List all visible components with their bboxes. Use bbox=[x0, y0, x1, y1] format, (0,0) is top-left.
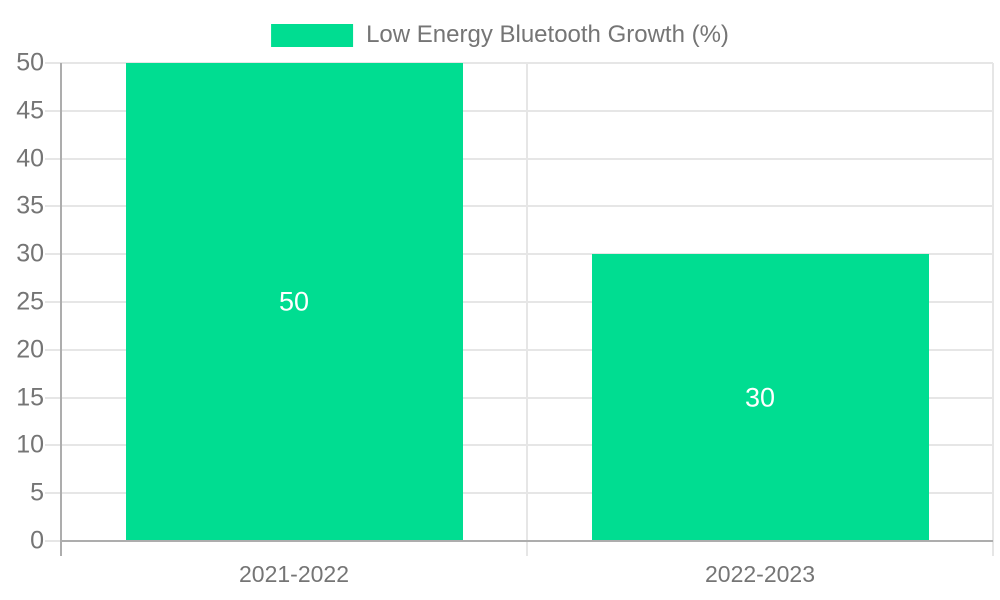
gridline-horizontal bbox=[45, 492, 993, 495]
category-separator-gridline bbox=[526, 63, 528, 556]
bar-value-label: 50 bbox=[278, 286, 310, 317]
y-tick-label: 0 bbox=[30, 526, 44, 555]
x-tick-label: 2022-2023 bbox=[705, 561, 815, 587]
chart-legend[interactable]: Low Energy Bluetooth Growth (%) bbox=[271, 21, 729, 49]
gridline-horizontal bbox=[45, 205, 993, 208]
y-tick-label: 35 bbox=[16, 191, 44, 220]
x-axis-line bbox=[60, 540, 993, 542]
bar-value-label: 30 bbox=[744, 382, 776, 413]
gridline-horizontal bbox=[45, 253, 993, 256]
gridline-horizontal bbox=[45, 396, 993, 399]
bar-2022-2023[interactable] bbox=[591, 254, 929, 541]
gridline-horizontal bbox=[45, 444, 993, 447]
gridline-horizontal bbox=[45, 109, 993, 112]
legend-swatch-icon bbox=[271, 23, 354, 47]
y-tick-label: 5 bbox=[30, 478, 44, 507]
y-tick-label: 40 bbox=[16, 144, 44, 173]
y-tick-label: 30 bbox=[16, 239, 44, 268]
category-separator-gridline bbox=[992, 63, 994, 556]
y-tick-label: 10 bbox=[16, 430, 44, 459]
y-tick-label: 50 bbox=[16, 48, 44, 77]
legend-label: Low Energy Bluetooth Growth (%) bbox=[366, 21, 729, 48]
y-tick-mark bbox=[45, 540, 61, 542]
gridline-horizontal bbox=[45, 301, 993, 303]
y-tick-label: 20 bbox=[16, 335, 44, 364]
gridline-horizontal bbox=[45, 348, 993, 351]
gridline-horizontal bbox=[45, 62, 993, 64]
y-tick-label: 15 bbox=[16, 383, 44, 412]
y-tick-label: 45 bbox=[16, 96, 44, 125]
y-axis-line bbox=[60, 63, 62, 556]
bar-2021-2022[interactable] bbox=[125, 63, 463, 541]
y-tick-label: 25 bbox=[16, 287, 44, 316]
gridline-horizontal bbox=[45, 157, 993, 160]
x-tick-label: 2021-2022 bbox=[239, 561, 349, 587]
